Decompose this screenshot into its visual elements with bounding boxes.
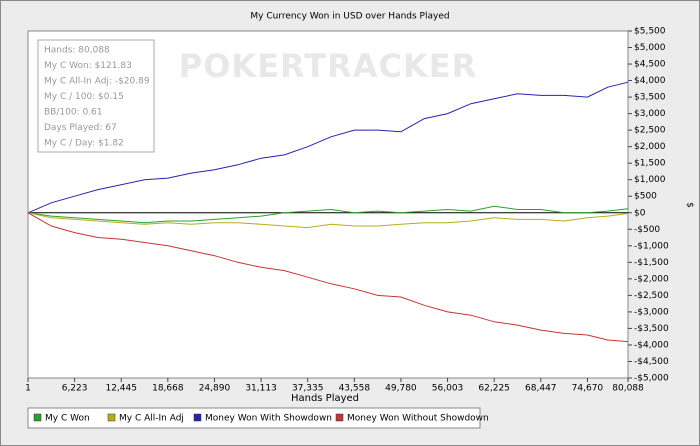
legend-swatch <box>193 413 202 422</box>
series-line <box>27 212 629 229</box>
stats-line: Hands: 80,088 <box>44 46 110 56</box>
stats-line: My C / Day: $1.82 <box>44 139 124 149</box>
stats-line: BB/100: 0.61 <box>44 108 103 118</box>
y-tick-label: -$3,000 <box>634 307 669 317</box>
stats-box <box>37 39 155 153</box>
stats-line: My C / 100: $0.15 <box>44 92 124 102</box>
legend-label: Money Won With Showdown <box>205 414 332 424</box>
stats-line: My C All-In Adj: -$20.89 <box>44 77 150 87</box>
x-tick-label: 62,225 <box>478 384 510 394</box>
y-tick-label: $5,000 <box>634 43 666 53</box>
x-tick-label: 24,890 <box>199 384 231 394</box>
x-tick-label: 80,088 <box>612 384 644 394</box>
x-tick-label: 1 <box>25 384 31 394</box>
y-tick-label: $2,500 <box>634 126 666 136</box>
y-tick-label: -$1,000 <box>634 241 669 251</box>
y-tick-label: $1,500 <box>634 159 666 169</box>
y-tick-label: $0 <box>634 208 646 218</box>
y-tick-label: -$2,500 <box>634 291 669 301</box>
y-tick-label: $4,000 <box>634 76 666 86</box>
chart-title: My Currency Won in USD over Hands Played <box>250 12 449 22</box>
y-tick-label: -$500 <box>634 225 660 235</box>
y-tick-label: $1,000 <box>634 175 666 185</box>
series-line <box>27 81 629 214</box>
x-axis-label: Hands Played <box>291 393 359 404</box>
x-tick-label: 12,445 <box>105 384 137 394</box>
x-tick-label: 49,780 <box>385 384 417 394</box>
series-line <box>27 212 629 343</box>
y-tick-label: $500 <box>634 192 657 202</box>
y-tick-label: $3,500 <box>634 93 666 103</box>
x-tick-label: 74,670 <box>572 384 604 394</box>
y-tick-label: $4,500 <box>634 60 666 70</box>
y-tick-label: -$2,000 <box>634 274 669 284</box>
series-line <box>27 205 629 224</box>
legend-label: My C Won <box>45 414 90 424</box>
y-tick-label: -$4,000 <box>634 340 669 350</box>
legend-swatch <box>33 413 42 422</box>
watermark: POKERTRACKER <box>179 47 478 85</box>
x-tick-label: 56,003 <box>432 384 464 394</box>
y-tick-label: -$4,500 <box>634 357 669 367</box>
x-tick-label: 18,668 <box>152 384 184 394</box>
stats-line: Days Played: 67 <box>44 123 117 133</box>
y-tick-label: $2,000 <box>634 142 666 152</box>
y-tick-label: -$1,500 <box>634 258 669 268</box>
legend <box>27 407 481 429</box>
legend-swatch <box>107 413 116 422</box>
x-tick-label: 43,558 <box>339 384 371 394</box>
x-tick-label: 68,447 <box>525 384 557 394</box>
legend-swatch <box>335 413 344 422</box>
stats-line: My C Won: $121.83 <box>44 61 132 71</box>
y-tick-label: $3,000 <box>634 109 666 119</box>
x-tick-label: 31,113 <box>245 384 277 394</box>
y-axis-label: $ <box>685 202 695 208</box>
y-tick-label: -$5,000 <box>634 374 669 384</box>
legend-label: My C All-In Adj <box>119 414 184 424</box>
y-tick-label: -$3,500 <box>634 324 669 334</box>
legend-label: Money Won Without Showdown <box>347 414 489 424</box>
x-tick-label: 6,223 <box>62 384 88 394</box>
y-tick-label: $5,500 <box>634 27 666 37</box>
x-tick-label: 37,335 <box>292 384 324 394</box>
